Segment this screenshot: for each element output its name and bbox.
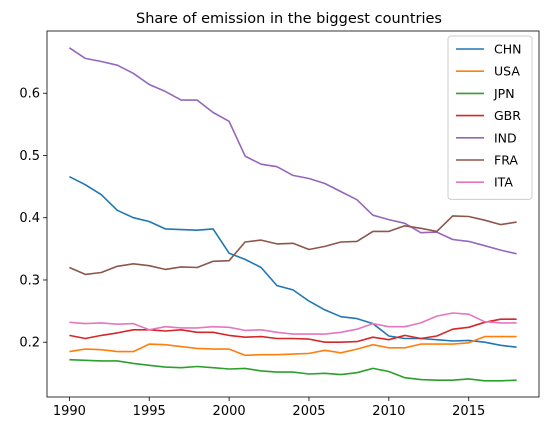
series-line-chn	[69, 175, 517, 348]
y-tick-label: 0.4	[19, 211, 40, 226]
series-lines	[68, 47, 517, 382]
legend: CHN USA JPN GBR IND FRA ITA	[447, 35, 533, 200]
x-tick-label: 2005	[292, 404, 325, 419]
series-line-gbr	[69, 318, 517, 344]
plot-area	[46, 30, 540, 398]
legend-label-ita: ITA	[494, 175, 513, 190]
x-tick-label: 1990	[53, 404, 86, 419]
chart-title: Share of emission in the biggest countri…	[136, 11, 442, 27]
legend-label-gbr: GBR	[494, 108, 521, 123]
x-tick-label: 2015	[452, 404, 485, 419]
x-axis: 1990 1995 2000 2005 2010 2015	[53, 397, 485, 419]
series-line-usa	[69, 335, 517, 357]
plot-frame	[46, 30, 540, 398]
x-tick-label: 2010	[372, 404, 405, 419]
legend-label-chn: CHN	[494, 42, 521, 57]
series-line-ind	[68, 47, 517, 255]
series-line-ita	[69, 312, 517, 335]
series-line-jpn	[69, 358, 517, 382]
legend-label-ind: IND	[494, 130, 517, 145]
y-tick-label: 0.5	[19, 149, 40, 164]
legend-label-fra: FRA	[494, 153, 518, 168]
x-tick-label: 2000	[213, 404, 246, 419]
legend-label-jpn: JPN	[493, 86, 515, 101]
y-axis: 0.2 0.3 0.4 0.5 0.6	[19, 87, 47, 351]
legend-box	[447, 35, 533, 200]
y-tick-label: 0.2	[19, 336, 40, 351]
legend-label-usa: USA	[494, 64, 520, 79]
x-tick-label: 1995	[133, 404, 166, 419]
y-tick-label: 0.6	[19, 87, 40, 102]
series-line-fra	[69, 215, 517, 276]
y-tick-label: 0.3	[19, 273, 40, 288]
